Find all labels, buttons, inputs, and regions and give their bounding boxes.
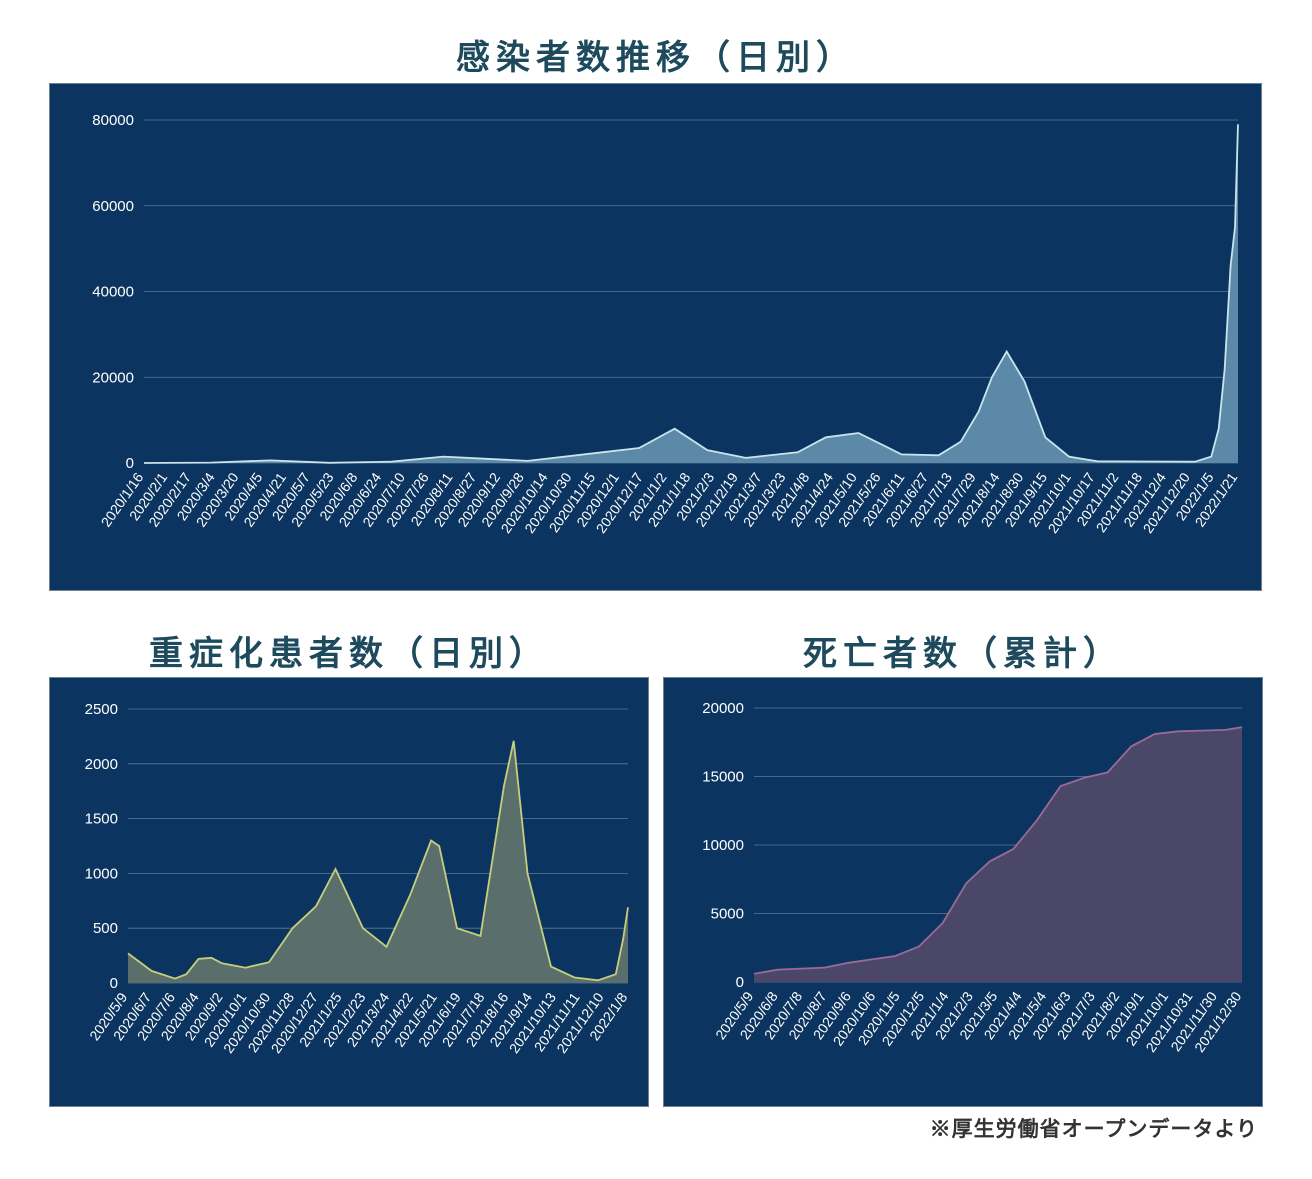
deaths-series-area (754, 727, 1242, 982)
severe-y-tick-label: 1000 (85, 865, 118, 882)
deaths-y-tick-label: 10000 (702, 837, 744, 854)
cases-chart-panel: 0 20000 40000 60000 80000 2020/1/16 2020/2/1 20… (49, 83, 1262, 591)
cases-chart: 0200004000060000800002020/1/162020/2/120… (92, 112, 1240, 536)
deaths-y-tick-label: 5000 (711, 906, 744, 923)
severe-y-tick-label: 2500 (85, 701, 118, 718)
deaths-y-tick-label: 20000 (702, 700, 744, 717)
deaths-chart-panel: 0 5000 10000 15000 20000 2020/5/9 2020/6/8 2020… (663, 677, 1263, 1107)
cases-series-line (143, 124, 1239, 464)
severe-chart-title: 重症化患者数（日別） (149, 634, 549, 674)
severe-series-line (127, 740, 629, 982)
cases-chart-title: 感染者数推移（日別） (456, 38, 856, 78)
severe-y-tick-label: 2000 (85, 756, 118, 773)
severe-chart-panel: 0 500 1000 1500 2000 2500 2020/5/9 2020/6/7 2020… (49, 677, 649, 1107)
severe-series-area (128, 740, 628, 983)
source-note: ※厚生労働省オープンデータより (929, 1116, 1258, 1141)
severe-y-tick-label: 1500 (85, 811, 118, 828)
cases-y-tick-label: 60000 (92, 198, 134, 215)
cases-y-tick-label: 20000 (92, 369, 134, 386)
cases-y-tick-label: 80000 (92, 112, 134, 129)
cases-y-tick-label: 0 (126, 455, 134, 472)
deaths-y-tick-label: 0 (736, 974, 744, 991)
deaths-chart: 050001000015000200002020/5/92020/6/82020… (702, 700, 1244, 1055)
deaths-series-line (753, 726, 1243, 975)
severe-y-tick-label: 500 (93, 920, 118, 937)
cases-series-area (144, 124, 1238, 464)
deaths-y-tick-label: 15000 (702, 769, 744, 786)
severe-chart: 050010001500200025002020/5/92020/6/72020… (85, 701, 631, 1056)
deaths-chart-title: 死亡者数（累計） (803, 634, 1123, 674)
severe-y-tick-label: 0 (110, 975, 118, 992)
cases-y-tick-label: 40000 (92, 284, 134, 301)
